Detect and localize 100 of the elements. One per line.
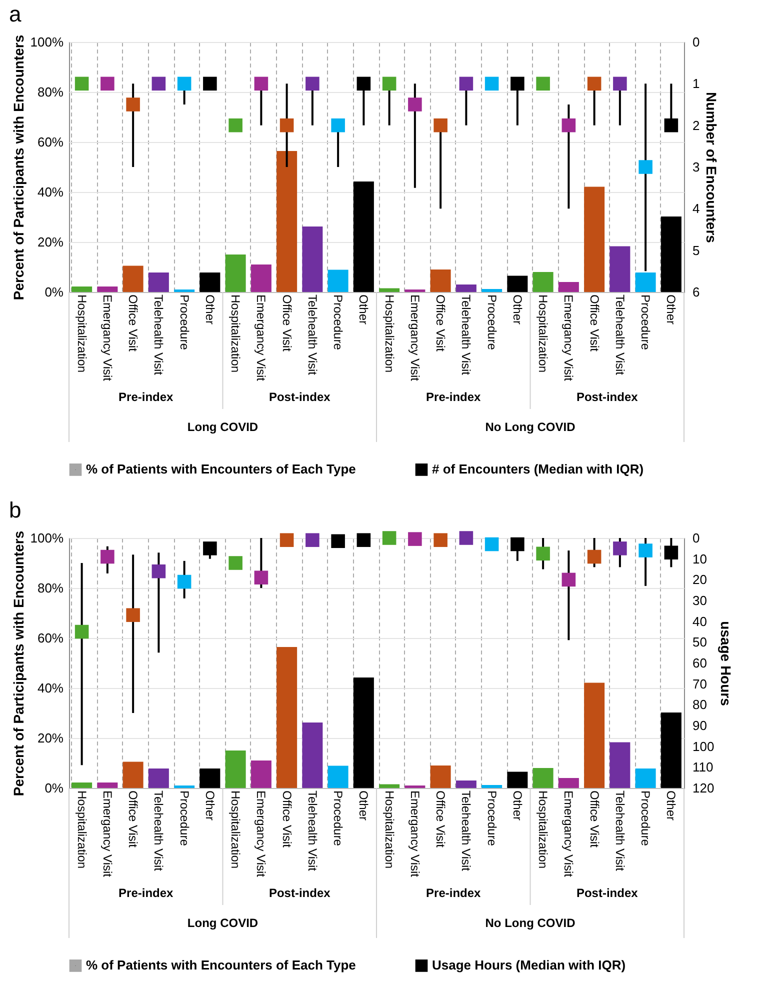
y2-tick-label: 4 (692, 201, 700, 216)
point (228, 118, 242, 132)
bar (97, 782, 118, 788)
point (613, 542, 627, 556)
point (356, 533, 371, 547)
bar (532, 768, 554, 788)
point (484, 537, 499, 552)
x-tick-label: Emergancy Visit (562, 294, 576, 382)
x-tick-label: Telehealth Visit (459, 294, 474, 376)
y2-axis-title: Number of Encounters (704, 92, 720, 244)
bar (558, 778, 579, 788)
point (408, 98, 422, 112)
chart-title: a (9, 1, 22, 26)
x-tick-label: Other (356, 790, 371, 821)
x-tick-label: Hospitalization (536, 790, 550, 869)
x-tick-label: Emergancy Visit (100, 294, 114, 382)
x-tick-label: Emergancy Visit (254, 790, 268, 878)
x-tick-label: Office Visit (126, 790, 140, 848)
text: Long COVID (187, 420, 258, 434)
bar (72, 286, 92, 292)
point (126, 98, 140, 112)
point (382, 531, 396, 545)
point (356, 76, 371, 91)
x-tick-label: Other (664, 294, 678, 325)
x-tick-label: Hospitalization (228, 790, 243, 869)
point (587, 550, 602, 564)
x-tick-label: Procedure (638, 790, 653, 846)
y2-tick-label: 120 (692, 780, 714, 796)
text: No Long COVID (485, 420, 576, 434)
bar (660, 712, 682, 788)
y-tick-label: 0% (44, 780, 64, 796)
y-tick-label: 20% (37, 730, 64, 746)
x-tick-label: Emergancy Visit (408, 294, 422, 382)
bar (148, 272, 169, 292)
y2-tick-label: 3 (692, 160, 700, 174)
point (152, 564, 166, 578)
x-tick-label: Other (202, 790, 217, 821)
x-tick-label: Telehealth Visit (459, 790, 474, 872)
bar (532, 272, 554, 292)
point (638, 160, 652, 174)
y2-tick-label: 0 (692, 34, 700, 50)
bar (456, 284, 476, 292)
x-tick-label: Procedure (331, 294, 346, 350)
y-tick-label: 80% (37, 84, 64, 100)
point (510, 537, 524, 552)
bar (482, 785, 502, 788)
x-tick-label: Office Visit (587, 294, 602, 352)
point (306, 76, 320, 91)
bar (122, 762, 144, 788)
y-tick-label: 20% (37, 234, 64, 250)
x-tick-label: Procedure (177, 294, 192, 350)
y2-axis-title: usage Hours (718, 621, 734, 706)
x-tick-label: Other (356, 294, 371, 325)
point (74, 76, 89, 91)
x-tick-label: Telehealth Visit (612, 790, 627, 872)
y2-tick-label: 6 (692, 284, 700, 300)
x-tick-label: Hospitalization (382, 294, 396, 373)
point (587, 76, 602, 91)
y2-tick-label: 100 (692, 738, 714, 754)
bar (302, 722, 323, 788)
point (306, 533, 320, 547)
bar (200, 272, 220, 292)
point (74, 624, 89, 639)
y-axis-title: Percent of Participants with Encounters (10, 34, 26, 300)
text: Pre-index (426, 886, 482, 900)
y2-tick-label: 90 (692, 718, 707, 733)
y-tick-label: 100% (30, 530, 64, 546)
bar (379, 288, 400, 292)
x-tick-label: Hospitalization (382, 790, 396, 869)
y2-tick-label: 0 (692, 530, 700, 546)
x-tick-label: Procedure (331, 790, 346, 846)
bar (456, 780, 476, 788)
point (484, 76, 499, 91)
bar (507, 276, 528, 292)
x-tick-label: Emergancy Visit (408, 790, 422, 878)
x-tick-label: Telehealth Visit (612, 294, 627, 376)
chart-title: b (9, 497, 22, 522)
bar (635, 272, 656, 292)
x-tick-label: Hospitalization (228, 294, 243, 373)
point (382, 76, 396, 91)
y2-tick-label: 50 (692, 634, 707, 650)
bar (122, 266, 144, 292)
point (280, 118, 294, 132)
point (331, 534, 345, 548)
bar (507, 772, 528, 788)
legend-label: % of Patients with Encounters of Each Type (86, 958, 356, 973)
bar (353, 182, 374, 292)
point (434, 118, 448, 132)
x-tick-label: Other (202, 294, 217, 325)
y2-tick-label: 60 (692, 656, 707, 670)
x-tick-label: Office Visit (280, 294, 294, 352)
text: Post-index (576, 886, 638, 900)
y-tick-label: 40% (37, 680, 64, 696)
x-tick-label: Other (510, 790, 524, 821)
bar (430, 766, 451, 788)
point (613, 76, 627, 91)
bar (148, 768, 169, 788)
bar (610, 246, 630, 292)
text: Pre-index (426, 390, 482, 404)
point (408, 532, 422, 546)
